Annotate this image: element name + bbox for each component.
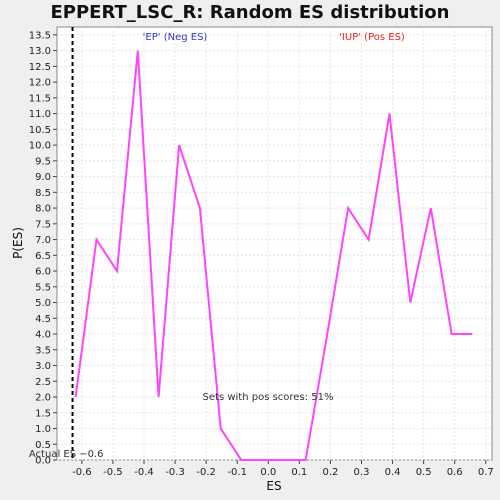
x-axis-ticks: -0.6 -0.5 -0.4 -0.3 -0.2 -0.1 0.0 0.1 0.2 0.3 0.4 0… (72, 460, 494, 478)
y-tick-label: 6.0 (35, 267, 51, 278)
y-tick-label: 7.0 (35, 235, 51, 246)
x-tick-label: 0.7 (478, 467, 494, 478)
x-tick-label: -0.1 (227, 467, 247, 478)
x-tick-label: -0.5 (103, 467, 123, 478)
y-tick-label: 2.5 (35, 377, 51, 388)
y-tick-label: 4.5 (35, 314, 51, 325)
y-tick-label: 1.0 (35, 424, 51, 435)
pos-es-label: 'IUP' (Pos ES) (339, 32, 405, 43)
y-axis-label: P(ES) (11, 227, 25, 259)
x-tick-label: -0.4 (134, 467, 154, 478)
y-axis-ticks: 0.00.51.01.52.02.53.03.54.04.55.05.56.06… (29, 30, 57, 466)
y-tick-label: 11.5 (29, 93, 51, 104)
y-tick-label: 13.0 (29, 46, 51, 57)
y-tick-label: 6.5 (35, 251, 51, 262)
y-tick-label: 9.5 (35, 156, 51, 167)
x-tick-label: 0.0 (260, 467, 276, 478)
y-tick-label: 3.5 (35, 345, 51, 356)
y-tick-label: 8.5 (35, 188, 51, 199)
x-tick-label: -0.6 (72, 467, 92, 478)
x-tick-label: 0.1 (291, 467, 307, 478)
x-tick-label: 0.6 (447, 467, 463, 478)
y-tick-label: 3.0 (35, 361, 51, 372)
neg-es-label: 'EP' (Neg ES) (143, 32, 208, 43)
x-tick-label: 0.3 (354, 467, 370, 478)
x-tick-label: 0.5 (416, 467, 432, 478)
y-tick-label: 11.0 (29, 109, 51, 120)
y-tick-label: 12.0 (29, 78, 51, 89)
y-tick-label: 2.0 (35, 393, 51, 404)
y-tick-label: 13.5 (29, 30, 51, 41)
pos-scores-label: Sets with pos scores: 51% (203, 392, 334, 403)
y-tick-label: 8.0 (35, 204, 51, 215)
y-tick-label: 10.0 (29, 141, 51, 152)
y-tick-label: 4.0 (35, 330, 51, 341)
y-tick-label: 5.0 (35, 298, 51, 309)
y-tick-label: 1.5 (35, 408, 51, 419)
y-tick-label: 7.5 (35, 219, 51, 230)
x-tick-label: -0.2 (196, 467, 216, 478)
x-axis-label: ES (266, 479, 281, 493)
y-tick-label: 5.5 (35, 282, 51, 293)
y-tick-label: 12.5 (29, 62, 51, 73)
x-tick-label: 0.4 (385, 467, 401, 478)
x-tick-label: 0.2 (322, 467, 338, 478)
x-tick-label: -0.3 (165, 467, 185, 478)
y-tick-label: 9.0 (35, 172, 51, 183)
actual-es-label: Actual ES −0.6 (29, 449, 104, 460)
chart-title: EPPERT_LSC_R: Random ES distribution (51, 2, 450, 23)
y-tick-label: 10.5 (29, 125, 51, 136)
